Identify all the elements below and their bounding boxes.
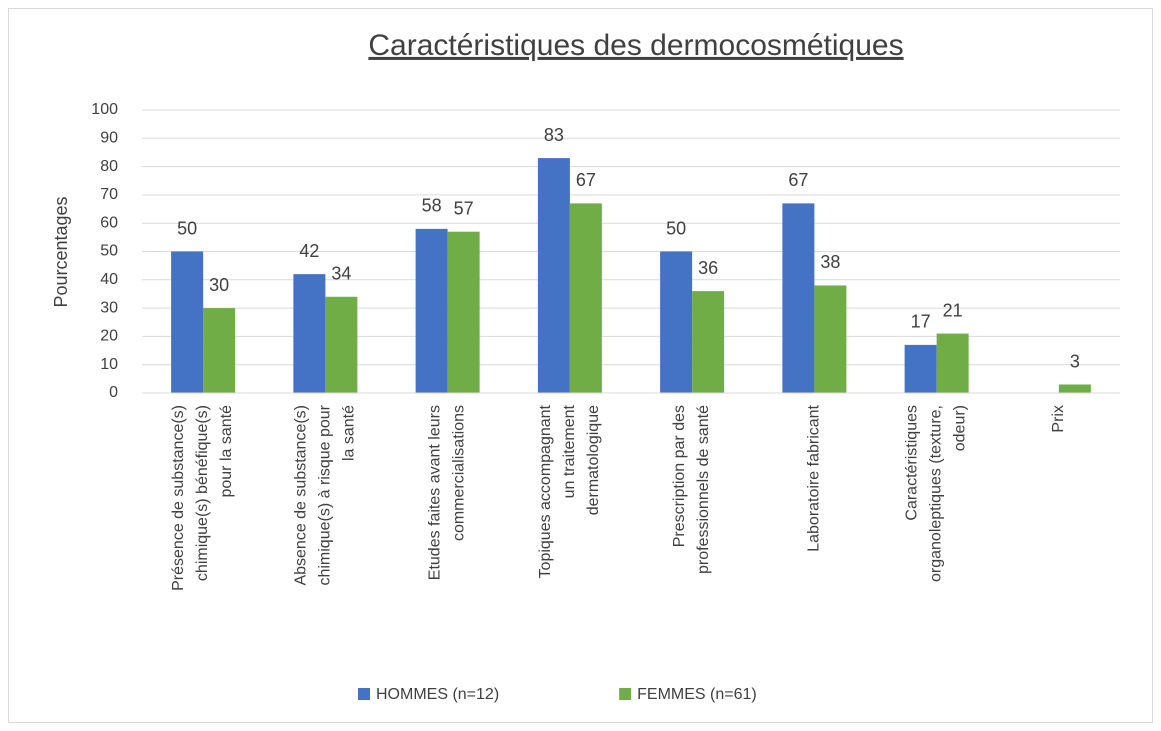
x-tick-label-group: Caractéristiques organoleptiques (texture…	[904, 405, 969, 582]
y-tick-label: 60	[100, 214, 118, 231]
legend-label: FEMMES (n=61)	[637, 686, 757, 703]
y-tick-label: 10	[100, 356, 118, 373]
data-label: 67	[576, 170, 596, 190]
bar	[692, 291, 725, 393]
bar	[537, 158, 570, 393]
bar	[325, 296, 358, 393]
x-tick-label: Topiques accompagnant un traitement dermat…	[537, 404, 602, 578]
y-tick-label: 70	[100, 186, 118, 203]
bar	[782, 203, 815, 393]
data-label: 17	[911, 312, 931, 332]
legend-swatch	[619, 688, 632, 700]
data-label: 3	[1070, 351, 1080, 371]
x-tick-label: Présence de substance(s) chimique(s) béné…	[170, 405, 235, 591]
x-tick-label: Absence de substance(s) chimique(s) à ris…	[293, 404, 358, 585]
bar	[814, 285, 847, 393]
x-tick-label-group: Prix	[1050, 405, 1067, 433]
x-tick-label-group: Présence de substance(s) chimique(s) béné…	[170, 405, 235, 591]
legend-label: HOMMES (n=12)	[376, 686, 499, 703]
x-tick-label-group: Laboratoire fabricant	[806, 404, 823, 551]
data-label: 83	[544, 125, 564, 145]
data-label: 34	[331, 264, 351, 284]
bar	[904, 344, 937, 393]
y-tick-label: 30	[100, 299, 118, 316]
y-tick-label: 80	[100, 158, 118, 175]
data-label: 36	[698, 258, 718, 278]
x-tick-label: Prix	[1050, 405, 1067, 433]
bar	[447, 231, 480, 393]
bar	[569, 203, 602, 393]
data-label: 30	[209, 275, 229, 295]
x-tick-label-group: Etudes faites avant leurs commercialisati…	[427, 405, 468, 580]
x-tick-label: Caractéristiques organoleptiques (texture…	[904, 405, 969, 582]
x-tick-label: Etudes faites avant leurs commercialisati…	[427, 405, 468, 580]
data-label: 58	[422, 196, 442, 216]
data-label: 67	[788, 170, 808, 190]
x-tick-label-group: Absence de substance(s) chimique(s) à ris…	[293, 404, 358, 585]
x-tick-label: Prescription par des professionnels de sa…	[671, 405, 712, 574]
data-label: 57	[454, 198, 474, 218]
bar	[415, 228, 448, 393]
x-tick-label-group: Prescription par des professionnels de sa…	[671, 405, 712, 574]
data-label: 42	[299, 241, 319, 261]
y-tick-label: 40	[100, 271, 118, 288]
data-label: 50	[666, 218, 686, 238]
bar	[171, 251, 204, 393]
y-tick-label: 50	[100, 243, 118, 260]
bar	[203, 308, 236, 393]
x-tick-label: Laboratoire fabricant	[806, 404, 823, 551]
y-axis-title: Pourcentages	[51, 196, 71, 307]
x-tick-label-group: Topiques accompagnant un traitement dermat…	[537, 404, 602, 578]
chart-title: Caractéristiques des dermocosmétiques	[368, 29, 903, 62]
bar	[1058, 384, 1091, 393]
legend-swatch	[358, 688, 370, 700]
bar	[936, 333, 969, 393]
y-tick-label: 100	[91, 101, 118, 118]
data-label: 21	[943, 300, 963, 320]
bar	[293, 274, 326, 393]
y-tick-label: 20	[100, 328, 118, 345]
y-tick-label: 90	[100, 130, 118, 147]
data-label: 50	[177, 218, 197, 238]
bar	[660, 251, 693, 393]
data-label: 38	[820, 252, 840, 272]
y-tick-label: 0	[109, 384, 118, 401]
